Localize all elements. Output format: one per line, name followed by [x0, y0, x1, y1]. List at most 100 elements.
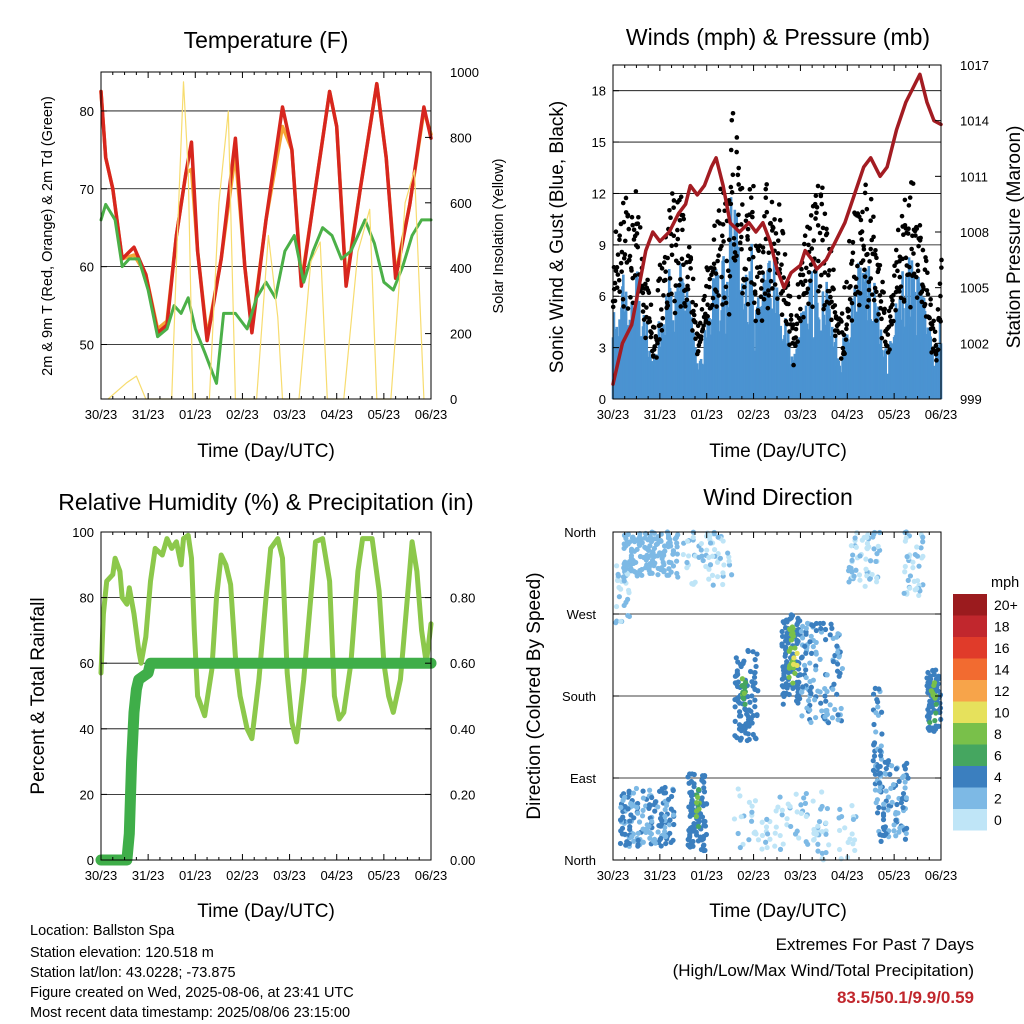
gust-point — [869, 292, 875, 297]
gust-point — [634, 231, 640, 236]
gust-point — [691, 308, 696, 314]
gust-point — [617, 233, 622, 238]
gust-point — [712, 266, 717, 271]
legend-swatch — [953, 680, 987, 702]
direction-point — [707, 562, 714, 568]
gust-point — [647, 319, 653, 324]
direction-point — [755, 688, 761, 694]
direction-point — [746, 837, 752, 843]
series-line — [95, 657, 437, 866]
gust-point — [745, 226, 751, 232]
direction-point — [901, 590, 907, 596]
gust-point — [932, 337, 937, 343]
direction-point — [726, 558, 732, 564]
gust-point — [871, 214, 876, 220]
x-tick-label: 31/23 — [644, 407, 677, 422]
direction-point — [624, 839, 630, 845]
direction-point — [647, 543, 653, 549]
direction-point — [902, 779, 908, 785]
gust-point — [798, 306, 803, 312]
y-tick-label: East — [570, 771, 596, 786]
direction-point — [793, 791, 799, 797]
direction-point — [618, 828, 624, 834]
direction-point — [735, 830, 741, 837]
gust-point — [759, 278, 765, 283]
direction-point — [846, 579, 852, 585]
direction-point — [839, 665, 846, 672]
direction-point — [795, 685, 801, 692]
direction-point — [670, 787, 676, 793]
direction-point — [777, 832, 783, 839]
direction-point — [702, 801, 708, 807]
gust-point — [918, 235, 923, 241]
gust-point — [919, 299, 925, 305]
gust-point — [701, 297, 706, 303]
gust-point — [724, 258, 730, 264]
direction-point — [834, 643, 840, 649]
direction-point — [876, 686, 882, 692]
direction-point — [805, 841, 811, 847]
gust-point — [926, 315, 932, 320]
x-tick-label: 01/23 — [690, 407, 723, 422]
gust-point — [747, 187, 753, 192]
gust-point — [782, 252, 788, 257]
direction-point — [800, 684, 806, 690]
direction-title: Wind Direction — [703, 484, 853, 510]
gust-point — [895, 227, 901, 233]
direction-point — [752, 798, 759, 804]
direction-point — [875, 704, 881, 710]
direction-point — [810, 798, 816, 804]
legend-label: 6 — [994, 748, 1002, 764]
direction-point — [698, 540, 705, 547]
temperature-panel: 30/23 31/23 01/23 02/23 03/23 04/23 05/23 06/23… — [40, 27, 507, 462]
direction-point — [794, 662, 800, 669]
x-tick-label: 03/23 — [273, 868, 306, 883]
direction-point — [656, 788, 663, 794]
direction-point — [744, 737, 750, 744]
direction-point — [836, 827, 843, 834]
y-tick-label: 6 — [599, 289, 606, 304]
gust-point — [726, 198, 732, 203]
gust-point — [621, 219, 627, 225]
gust-point — [719, 233, 725, 239]
gust-point — [623, 195, 629, 201]
gust-point — [795, 339, 800, 344]
y-tick-label-right: 0 — [450, 392, 457, 407]
direction-point — [704, 547, 710, 553]
gust-point — [819, 201, 825, 207]
direction-point — [740, 723, 746, 729]
gust-point — [787, 329, 792, 334]
gust-point — [703, 318, 709, 323]
humidity-panel: 30/23 31/23 01/23 02/23 03/23 04/23 05/23 06/23… — [28, 489, 475, 922]
gust-point — [752, 289, 758, 295]
direction-point — [639, 813, 646, 819]
direction-point — [885, 758, 892, 764]
gust-point — [756, 248, 761, 254]
gust-point — [887, 347, 892, 352]
direction-point — [640, 788, 646, 794]
gust-point — [923, 258, 929, 264]
direction-point — [902, 538, 908, 544]
gust-point — [663, 269, 668, 274]
direction-point — [734, 683, 741, 690]
direction-point — [698, 547, 704, 553]
gust-point — [829, 317, 834, 323]
direction-point — [926, 711, 932, 717]
x-tick-label: 31/23 — [644, 868, 677, 883]
direction-point — [818, 806, 824, 812]
direction-point — [721, 562, 727, 568]
direction-point — [848, 543, 854, 549]
direction-point — [927, 698, 933, 704]
direction-point — [625, 531, 631, 537]
x-tick-label: 06/23 — [925, 407, 958, 422]
gust-point — [827, 288, 832, 294]
gust-point — [632, 273, 638, 278]
direction-point — [786, 674, 792, 680]
gust-point — [668, 215, 673, 221]
gust-point — [617, 237, 622, 243]
gust-point — [751, 300, 757, 306]
direction-point — [663, 833, 669, 840]
gust-point — [740, 290, 745, 296]
direction-point — [651, 530, 657, 536]
direction-grid — [613, 613, 941, 779]
